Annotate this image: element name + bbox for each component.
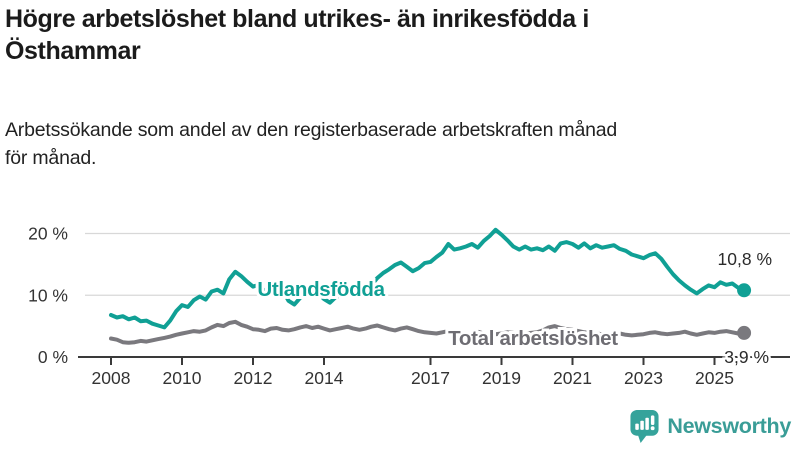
- newsworthy-logo: Newsworthy: [629, 409, 791, 444]
- series-line-total: [109, 319, 747, 345]
- newsworthy-wordmark: Newsworthy: [667, 414, 791, 438]
- x-tick-label: 2017: [411, 368, 450, 388]
- newsworthy-barchart-icon: [630, 410, 659, 443]
- end-value-label-utlandsfodda: 10,8 %: [718, 249, 772, 269]
- end-dot-total: [737, 325, 752, 340]
- end-value-label-total: 3,9 %: [724, 347, 769, 367]
- chart-canvas: 0 % 10 % 20 % 2008 2010 2012 2014 2017 2019 2021 2…: [28, 224, 790, 388]
- y-tick-label: 10 %: [28, 285, 68, 305]
- y-tick-label: 20 %: [28, 224, 68, 244]
- series-line-utlandsfodda: [109, 227, 747, 330]
- series-label-total: Total arbetslöshet: [448, 327, 618, 350]
- series-label-utlandsfodda: Utlandsfödda: [257, 278, 385, 301]
- page-title: Högre arbetslöshet bland utrikes- än inr…: [5, 5, 589, 65]
- x-tick-label: 2014: [305, 368, 344, 388]
- y-tick-label: 0 %: [38, 347, 68, 367]
- x-tick-label: 2021: [553, 368, 592, 388]
- end-dot-utlandsfodda: [737, 283, 752, 298]
- x-tick-label: 2010: [163, 368, 202, 388]
- x-tick-label: 2012: [234, 368, 273, 388]
- x-tick-label: 2008: [92, 368, 131, 388]
- x-tick-label: 2025: [695, 368, 734, 388]
- x-tick-label: 2023: [624, 368, 663, 388]
- chart-subtitle: Arbetssökande som andel av den registerb…: [5, 119, 618, 170]
- x-tick-label: 2019: [482, 368, 521, 388]
